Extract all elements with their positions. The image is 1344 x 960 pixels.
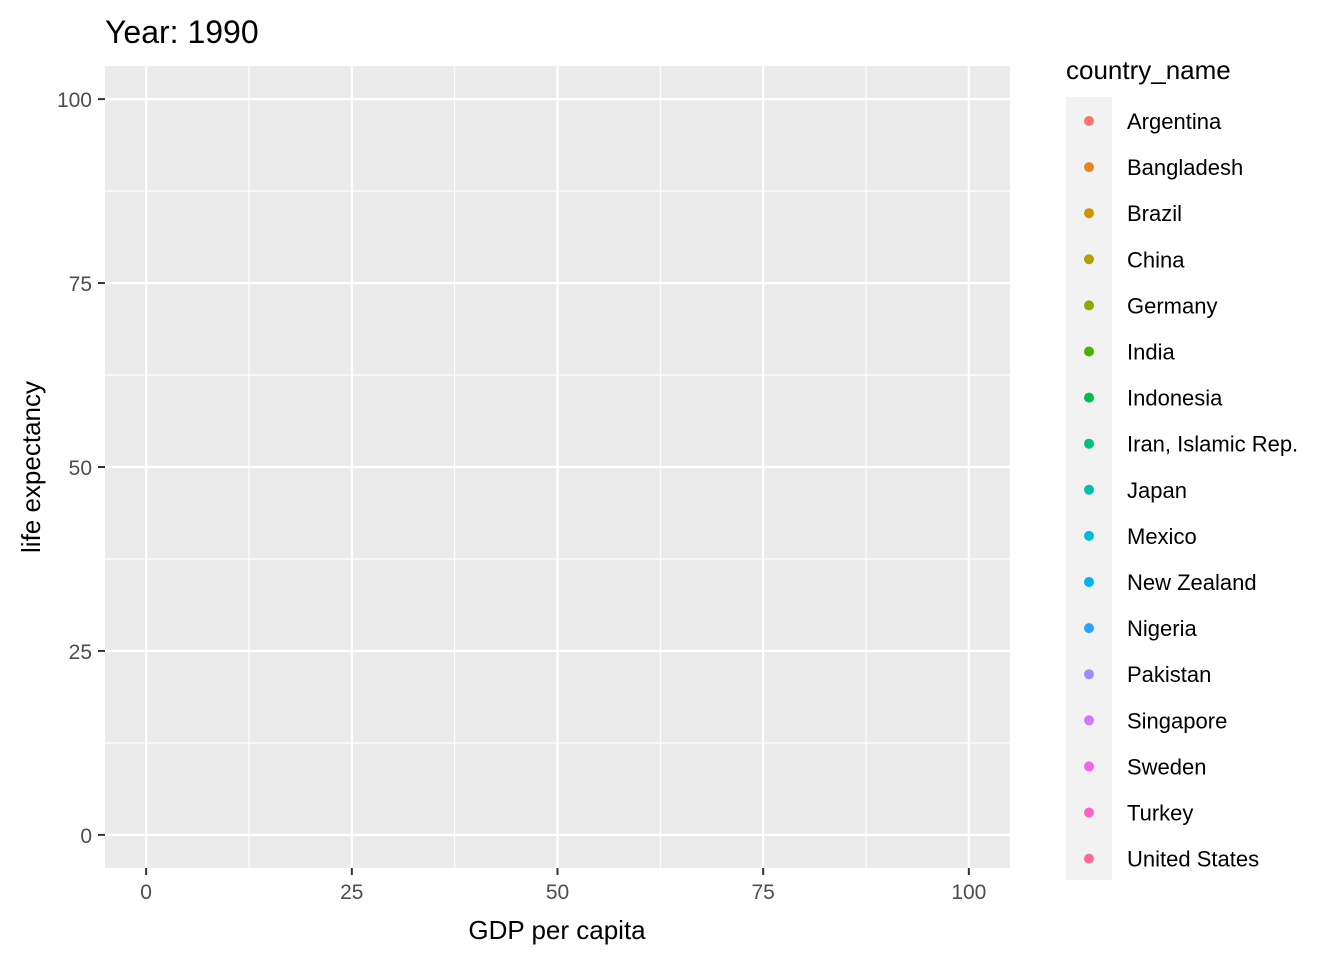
legend-key bbox=[1084, 669, 1094, 680]
legend-item: New Zealand bbox=[1084, 570, 1257, 595]
legend-item: Nigeria bbox=[1084, 616, 1197, 641]
legend-key bbox=[1084, 853, 1094, 864]
legend-item: Turkey bbox=[1084, 801, 1193, 826]
x-tick-label: 25 bbox=[340, 881, 363, 904]
legend-key bbox=[1084, 254, 1094, 265]
legend: country_name Argentina Bangladesh Brazil Ch… bbox=[1066, 55, 1298, 880]
legend-label: Indonesia bbox=[1127, 386, 1223, 411]
legend-label: China bbox=[1127, 247, 1185, 272]
legend-label: Germany bbox=[1127, 293, 1217, 318]
legend-key bbox=[1084, 715, 1094, 726]
legend-label: Sweden bbox=[1127, 754, 1207, 779]
legend-item: Mexico bbox=[1084, 524, 1197, 549]
legend-item: Indonesia bbox=[1084, 386, 1223, 411]
legend-key bbox=[1084, 300, 1094, 311]
legend-label: Pakistan bbox=[1127, 662, 1211, 687]
legend-label: Singapore bbox=[1127, 708, 1227, 733]
legend-item: United States bbox=[1084, 847, 1259, 872]
legend-item: Germany bbox=[1084, 293, 1217, 318]
legend-label: India bbox=[1127, 340, 1175, 365]
legend-label: Mexico bbox=[1127, 524, 1197, 549]
legend-key bbox=[1084, 484, 1094, 495]
x-tick-label: 75 bbox=[752, 881, 775, 904]
legend-item: Sweden bbox=[1084, 754, 1207, 779]
x-axis: 0 25 50 75 100 bbox=[140, 868, 986, 904]
major-grid bbox=[105, 66, 1010, 868]
legend-label: New Zealand bbox=[1127, 570, 1257, 595]
legend-key bbox=[1084, 208, 1094, 219]
y-tick-label: 25 bbox=[69, 641, 92, 664]
legend-label: Argentina bbox=[1127, 109, 1222, 134]
legend-item: China bbox=[1084, 247, 1185, 272]
y-tick-label: 75 bbox=[69, 273, 92, 296]
legend-item: Argentina bbox=[1084, 109, 1222, 134]
y-tick-label: 0 bbox=[80, 825, 92, 848]
y-axis-title: life expectancy bbox=[16, 381, 46, 553]
legend-label: United States bbox=[1127, 847, 1259, 872]
legend-key bbox=[1084, 438, 1094, 449]
legend-key bbox=[1084, 577, 1094, 587]
legend-key bbox=[1084, 392, 1094, 403]
legend-item: Pakistan bbox=[1084, 662, 1211, 687]
legend-item: Iran, Islamic Rep. bbox=[1084, 432, 1298, 457]
x-tick-label: 50 bbox=[546, 881, 569, 904]
legend-item: India bbox=[1084, 340, 1175, 365]
legend-label: Japan bbox=[1127, 478, 1187, 503]
legend-label: Brazil bbox=[1127, 201, 1182, 226]
legend-label: Turkey bbox=[1127, 801, 1193, 826]
legend-label: Nigeria bbox=[1127, 616, 1197, 641]
legend-key bbox=[1084, 530, 1094, 541]
y-tick-label: 100 bbox=[57, 89, 92, 112]
legend-key bbox=[1084, 623, 1094, 634]
legend-item: Bangladesh bbox=[1084, 155, 1243, 180]
x-tick-label: 100 bbox=[951, 881, 986, 904]
chart-title: Year: 1990 bbox=[105, 14, 259, 50]
legend-entries: Argentina Bangladesh Brazil China Germany Ind… bbox=[1084, 109, 1298, 872]
y-axis: 0 25 50 75 100 bbox=[57, 89, 105, 848]
legend-item: Brazil bbox=[1084, 201, 1182, 226]
legend-item: Singapore bbox=[1084, 708, 1227, 733]
legend-item: Japan bbox=[1084, 478, 1187, 503]
legend-label: Iran, Islamic Rep. bbox=[1127, 432, 1298, 457]
y-tick-label: 50 bbox=[69, 457, 92, 480]
legend-key bbox=[1084, 807, 1094, 818]
legend-key bbox=[1084, 346, 1094, 357]
legend-label: Bangladesh bbox=[1127, 155, 1243, 180]
legend-key bbox=[1084, 761, 1094, 772]
legend-key bbox=[1084, 162, 1094, 173]
legend-title: country_name bbox=[1066, 55, 1231, 85]
legend-key bbox=[1084, 116, 1094, 126]
x-tick-label: 0 bbox=[140, 881, 152, 904]
x-axis-title: GDP per capita bbox=[468, 915, 646, 945]
